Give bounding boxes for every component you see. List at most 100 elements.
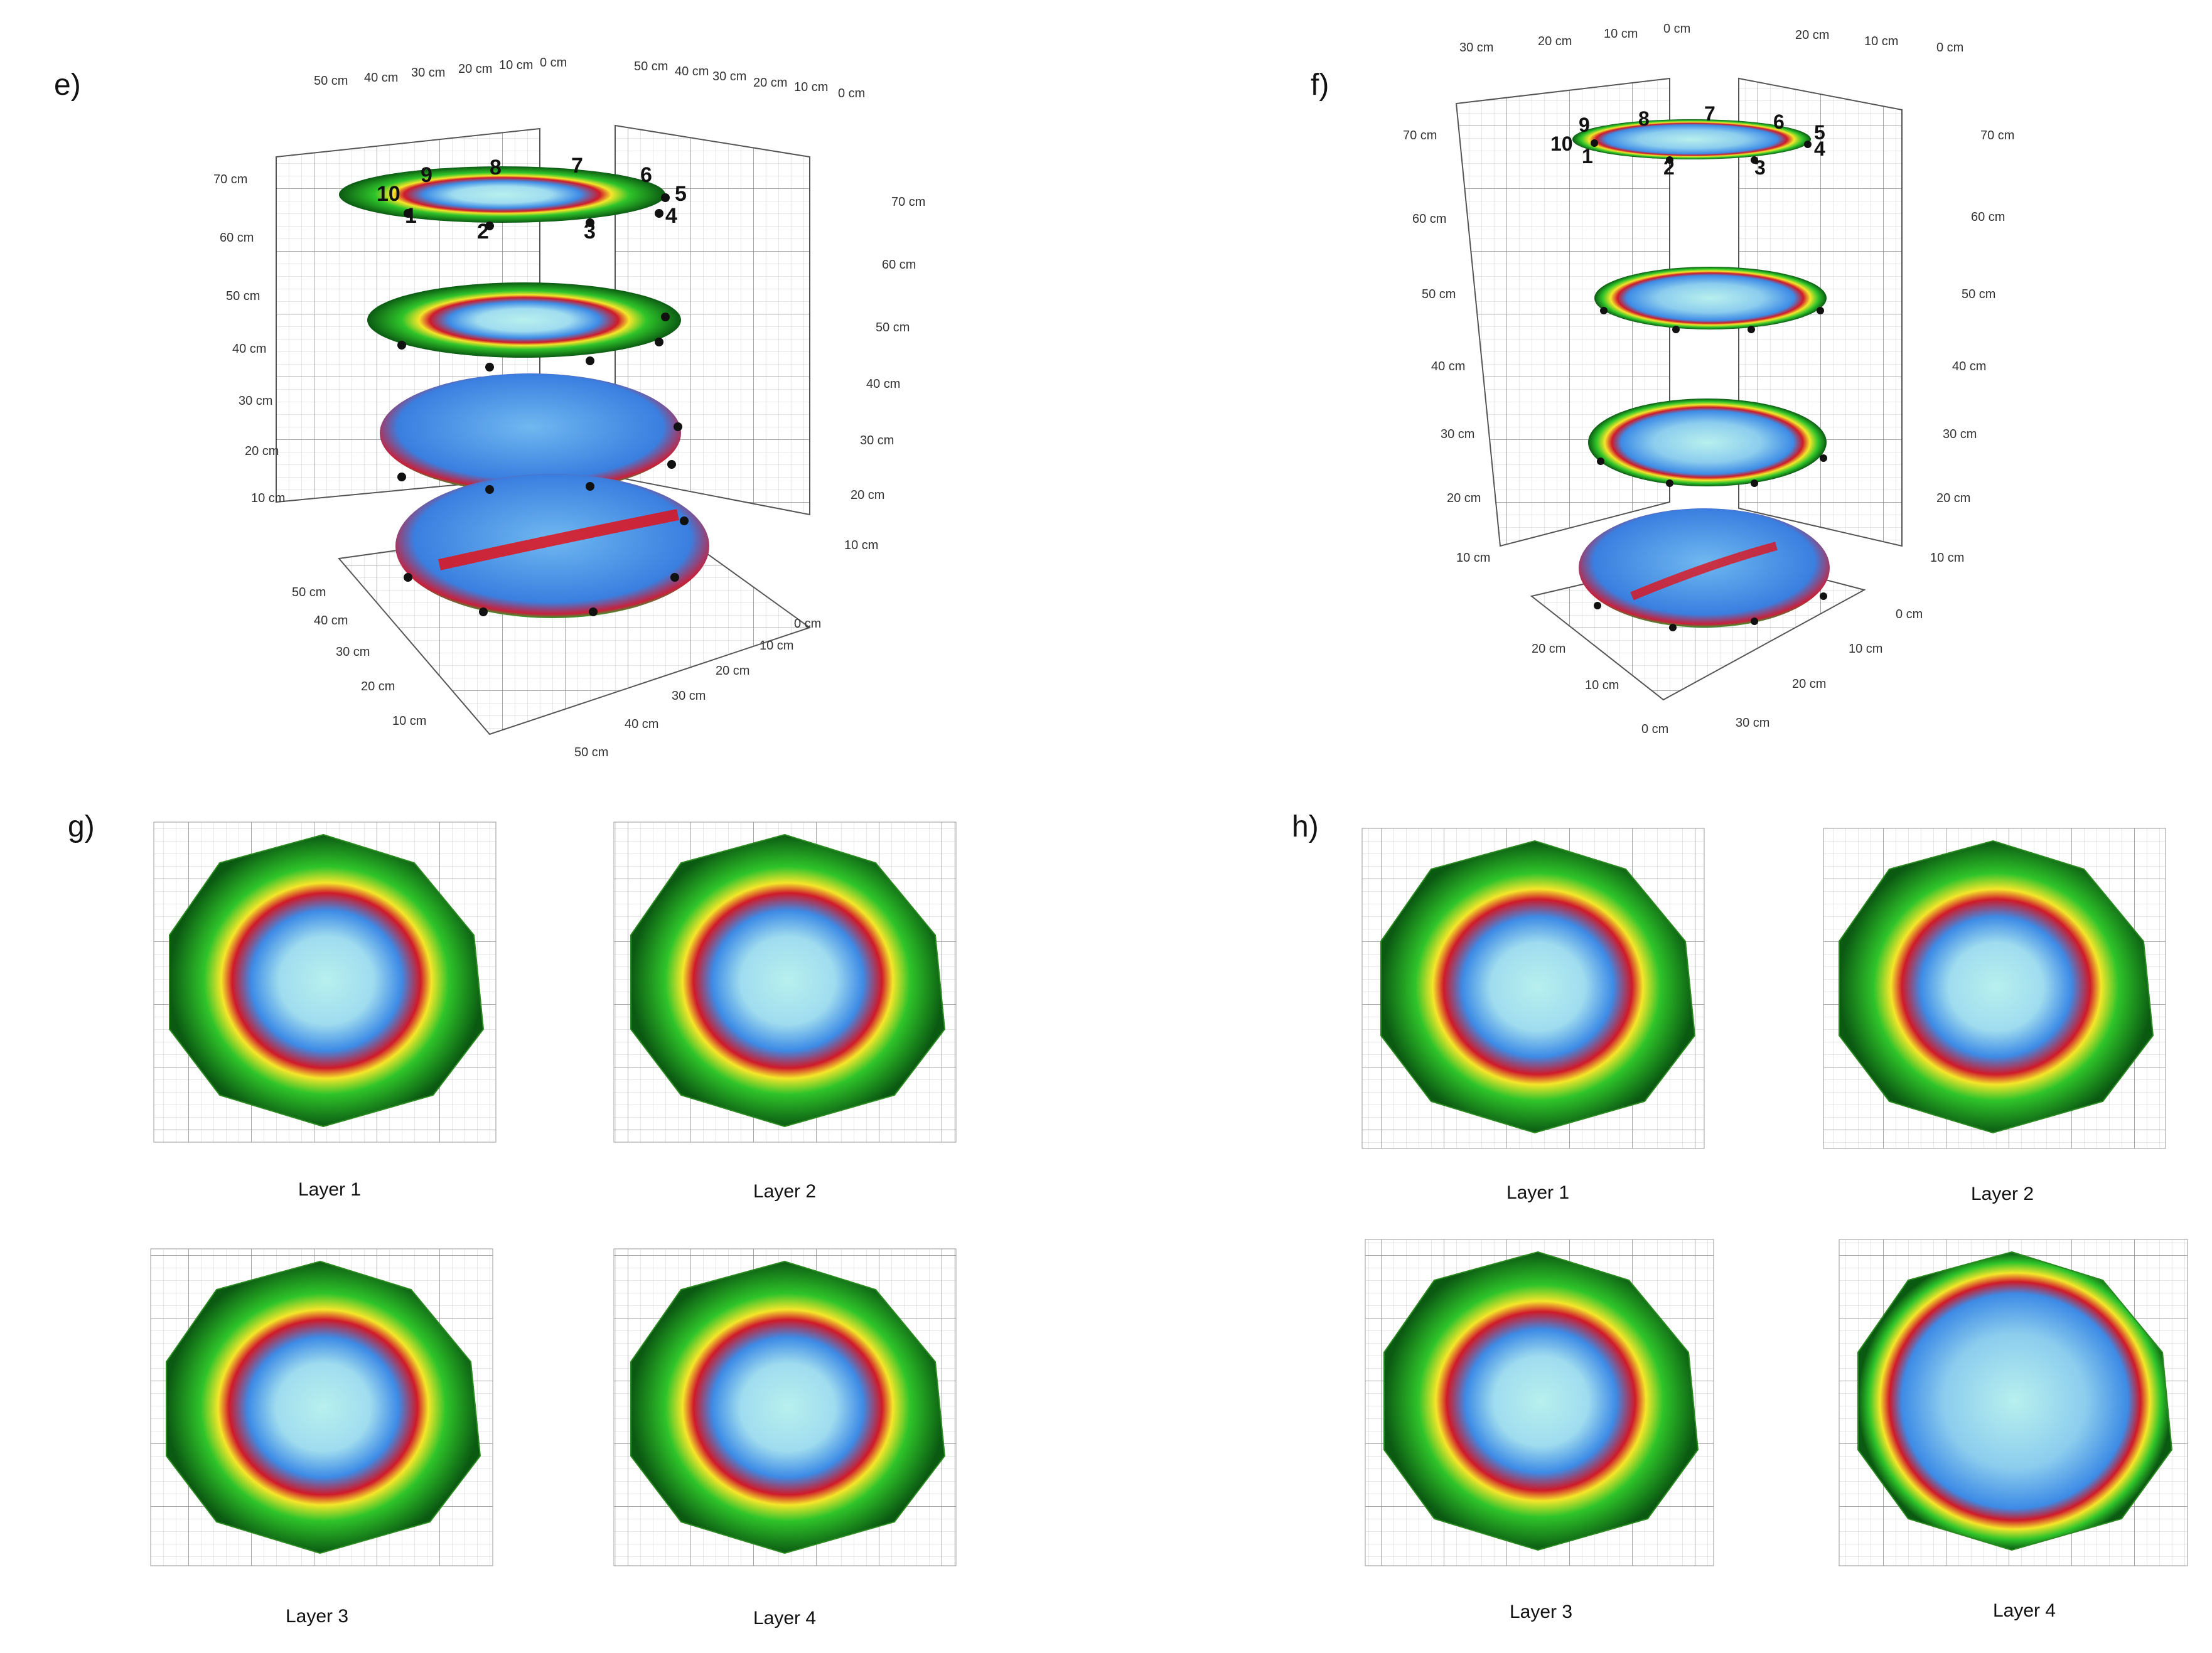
panel-f-axis-labels: 30 cm 20 cm 10 cm 0 cm 20 cm 10 cm 0 cm … bbox=[1403, 22, 2014, 736]
svg-text:10 cm: 10 cm bbox=[1864, 35, 1898, 48]
panel-h-layer-3-map bbox=[1383, 1251, 1699, 1551]
svg-text:2: 2 bbox=[1663, 156, 1675, 179]
svg-text:6: 6 bbox=[1773, 110, 1785, 133]
svg-text:40 cm: 40 cm bbox=[1431, 360, 1465, 373]
svg-text:10 cm: 10 cm bbox=[1930, 551, 1964, 565]
svg-text:0 cm: 0 cm bbox=[1936, 41, 1963, 55]
svg-text:8: 8 bbox=[490, 156, 502, 179]
svg-text:0 cm: 0 cm bbox=[1641, 722, 1668, 736]
svg-text:20 cm: 20 cm bbox=[1936, 491, 1970, 505]
svg-text:10: 10 bbox=[1550, 132, 1573, 155]
svg-text:20 cm: 20 cm bbox=[1795, 28, 1829, 42]
svg-text:1: 1 bbox=[405, 204, 417, 228]
svg-text:Layer 1: Layer 1 bbox=[298, 1179, 361, 1200]
svg-text:0 cm: 0 cm bbox=[540, 56, 567, 70]
panel-e-axis-labels: 50 cm 40 cm 30 cm 20 cm 10 cm 0 cm 50 cm… bbox=[213, 56, 925, 759]
panel-f-hot-streak bbox=[1630, 542, 1778, 601]
svg-text:60 cm: 60 cm bbox=[1412, 212, 1446, 226]
svg-text:50 cm: 50 cm bbox=[292, 586, 326, 599]
svg-text:30 cm: 30 cm bbox=[1736, 716, 1769, 730]
svg-text:60 cm: 60 cm bbox=[882, 258, 916, 272]
svg-text:4: 4 bbox=[665, 204, 677, 228]
svg-text:10 cm: 10 cm bbox=[392, 714, 426, 728]
svg-text:20 cm: 20 cm bbox=[361, 680, 395, 693]
svg-text:50 cm: 50 cm bbox=[314, 74, 348, 88]
panel-g-layer-1-map bbox=[169, 833, 485, 1128]
svg-text:30 cm: 30 cm bbox=[672, 689, 706, 703]
svg-text:20 cm: 20 cm bbox=[753, 76, 787, 90]
svg-text:20 cm: 20 cm bbox=[1447, 491, 1481, 505]
panel-h-layer-1-map bbox=[1380, 840, 1696, 1134]
panel-g-layer-3-map bbox=[166, 1260, 481, 1554]
svg-text:20 cm: 20 cm bbox=[1532, 642, 1565, 656]
panel-label-e: e) bbox=[54, 68, 81, 102]
svg-text:40 cm: 40 cm bbox=[675, 65, 709, 78]
panel-g-layer-2-map bbox=[630, 833, 946, 1128]
svg-text:0 cm: 0 cm bbox=[1663, 22, 1690, 36]
svg-text:10 cm: 10 cm bbox=[844, 538, 878, 552]
svg-text:30 cm: 30 cm bbox=[1459, 41, 1493, 55]
svg-text:10: 10 bbox=[377, 182, 400, 206]
svg-text:50 cm: 50 cm bbox=[574, 746, 608, 759]
svg-text:70 cm: 70 cm bbox=[1980, 129, 2014, 142]
svg-text:Layer 3: Layer 3 bbox=[1510, 1602, 1572, 1622]
panel-f-layer-3 bbox=[1588, 399, 1827, 486]
svg-text:40 cm: 40 cm bbox=[1952, 360, 1986, 373]
panel-g-layer-4-map bbox=[630, 1260, 946, 1554]
svg-text:10 cm: 10 cm bbox=[1849, 642, 1882, 656]
svg-text:50 cm: 50 cm bbox=[634, 60, 668, 73]
panel-e-sensor-labels: 10 1 9 2 3 4 5 6 7 8 bbox=[377, 154, 687, 243]
svg-text:10 cm: 10 cm bbox=[1604, 27, 1638, 41]
svg-text:30 cm: 30 cm bbox=[860, 434, 894, 447]
svg-text:20 cm: 20 cm bbox=[1538, 35, 1572, 48]
panel-g-layer-captions: Layer 1 Layer 2 Layer 3 Layer 4 bbox=[286, 1179, 816, 1629]
panel-g-layers: Layer 1 Layer 2 Layer 3 Layer 4 bbox=[150, 821, 957, 1629]
svg-text:50 cm: 50 cm bbox=[1422, 287, 1456, 301]
panel-f-sensor-labels: 10 1 9 2 3 4 5 6 7 8 bbox=[1550, 102, 1825, 179]
svg-text:Layer 2: Layer 2 bbox=[1971, 1184, 2034, 1204]
svg-text:6: 6 bbox=[640, 163, 652, 187]
panel-e-layer-2 bbox=[367, 282, 681, 358]
svg-text:2: 2 bbox=[477, 220, 489, 243]
svg-text:40 cm: 40 cm bbox=[364, 71, 398, 85]
svg-text:40 cm: 40 cm bbox=[866, 377, 900, 391]
svg-text:50 cm: 50 cm bbox=[876, 321, 910, 334]
panel-e-layer-top bbox=[339, 166, 665, 223]
svg-text:9: 9 bbox=[421, 163, 432, 187]
svg-text:10 cm: 10 cm bbox=[1456, 551, 1490, 565]
svg-text:40 cm: 40 cm bbox=[314, 614, 348, 628]
svg-text:30 cm: 30 cm bbox=[411, 66, 445, 80]
panel-e-hot-streak bbox=[438, 509, 679, 570]
svg-text:40 cm: 40 cm bbox=[625, 717, 658, 731]
svg-text:50 cm: 50 cm bbox=[226, 289, 260, 303]
panel-h-layer-4-map bbox=[1857, 1251, 2173, 1551]
panel-h-layers: Layer 1 Layer 2 Layer 3 Layer 4 bbox=[1361, 828, 2188, 1622]
svg-text:50 cm: 50 cm bbox=[1962, 287, 1995, 301]
svg-text:3: 3 bbox=[584, 220, 596, 243]
svg-text:70 cm: 70 cm bbox=[213, 173, 247, 186]
svg-text:20 cm: 20 cm bbox=[716, 664, 749, 678]
svg-text:4: 4 bbox=[1814, 137, 1825, 160]
panel-e-3d: 10 1 9 2 3 4 5 6 7 8 50 cm 40 cm 30 cm 2… bbox=[213, 56, 925, 759]
svg-text:20 cm: 20 cm bbox=[245, 444, 279, 458]
svg-text:30 cm: 30 cm bbox=[712, 70, 746, 83]
svg-text:Layer 3: Layer 3 bbox=[286, 1606, 348, 1627]
svg-text:10 cm: 10 cm bbox=[794, 80, 828, 94]
svg-text:0 cm: 0 cm bbox=[794, 617, 821, 631]
svg-text:10 cm: 10 cm bbox=[1585, 678, 1619, 692]
svg-text:40 cm: 40 cm bbox=[232, 342, 266, 356]
svg-text:Layer 1: Layer 1 bbox=[1506, 1182, 1569, 1203]
svg-text:30 cm: 30 cm bbox=[1441, 427, 1474, 441]
panel-e-layer-3 bbox=[380, 373, 681, 493]
svg-text:8: 8 bbox=[1638, 107, 1650, 130]
svg-text:5: 5 bbox=[1814, 121, 1825, 144]
panel-f-layer-2 bbox=[1594, 267, 1827, 329]
svg-text:60 cm: 60 cm bbox=[220, 231, 254, 245]
svg-text:3: 3 bbox=[1754, 156, 1766, 179]
svg-text:Layer 2: Layer 2 bbox=[753, 1181, 816, 1202]
svg-text:10 cm: 10 cm bbox=[760, 639, 793, 653]
svg-text:10 cm: 10 cm bbox=[499, 58, 533, 72]
svg-text:0 cm: 0 cm bbox=[838, 87, 865, 100]
panel-f-layer-top bbox=[1572, 119, 1811, 159]
panel-h-layer-2-map bbox=[1839, 840, 2154, 1134]
